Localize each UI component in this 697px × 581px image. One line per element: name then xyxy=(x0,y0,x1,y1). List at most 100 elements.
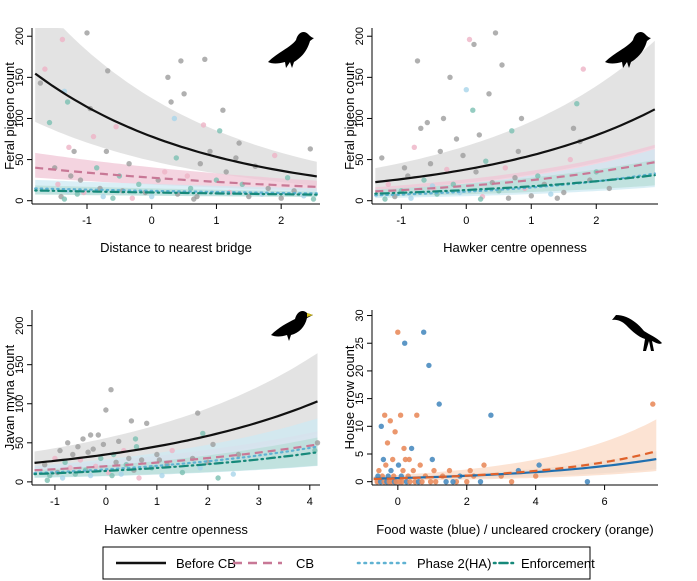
y-tick-label: 200 xyxy=(14,27,26,45)
data-point xyxy=(395,329,401,335)
data-point xyxy=(233,155,239,161)
data-point xyxy=(384,440,391,446)
data-point xyxy=(499,62,505,68)
data-point xyxy=(466,36,473,43)
data-point xyxy=(181,91,187,97)
data-point xyxy=(467,467,473,474)
data-point xyxy=(230,471,236,477)
data-point xyxy=(390,456,396,463)
data-point xyxy=(284,175,291,181)
data-point xyxy=(159,472,165,479)
data-point xyxy=(71,148,77,155)
data-point xyxy=(561,189,567,196)
data-point xyxy=(156,457,163,463)
data-point xyxy=(57,447,63,454)
data-point xyxy=(388,467,394,474)
data-point xyxy=(378,423,384,429)
data-point xyxy=(447,74,453,81)
x-tick-label: -1 xyxy=(396,215,406,227)
panel-1: 0 50 100 150 200 -1 0 1 2 Distance to nearest bri… xyxy=(2,27,320,255)
y-tick-label: 0 xyxy=(14,479,26,485)
data-point xyxy=(473,169,479,175)
data-point xyxy=(154,451,160,458)
x-axis-label: Food waste (blue) / uncleared crockery (… xyxy=(376,522,653,537)
data-point xyxy=(223,169,229,175)
data-point xyxy=(70,451,76,458)
y-tick-label: 100 xyxy=(354,109,366,127)
data-point xyxy=(406,456,412,463)
data-point xyxy=(235,451,242,458)
data-point xyxy=(55,181,61,187)
data-point xyxy=(59,475,66,481)
data-point xyxy=(379,155,385,161)
data-point xyxy=(110,195,116,201)
ci-band-1 xyxy=(35,152,317,191)
data-point xyxy=(210,441,216,448)
data-point xyxy=(470,107,476,113)
x-axis-label: Hawker centre openness xyxy=(443,240,587,255)
data-point xyxy=(400,467,406,474)
data-point xyxy=(464,479,470,485)
fit-line-1 xyxy=(373,450,657,481)
data-point xyxy=(401,445,407,452)
data-point xyxy=(402,456,409,463)
data-point xyxy=(236,140,242,146)
data-point xyxy=(460,152,466,159)
data-point xyxy=(536,462,542,468)
y-tick-label: 150 xyxy=(354,68,366,86)
data-point xyxy=(149,193,155,200)
fit-line-1 xyxy=(34,443,318,472)
data-point xyxy=(463,87,469,93)
ci-band-0 xyxy=(35,28,317,186)
data-point xyxy=(554,195,560,201)
data-point xyxy=(410,467,416,474)
data-point xyxy=(418,125,424,131)
fit-line-2 xyxy=(33,445,319,475)
data-point xyxy=(87,472,94,479)
data-point xyxy=(67,465,73,471)
data-point xyxy=(59,36,66,43)
pigeon-icon xyxy=(605,32,651,68)
data-point xyxy=(191,196,197,202)
data-point xyxy=(376,467,382,474)
data-point xyxy=(136,181,142,187)
data-point xyxy=(397,412,404,418)
data-point xyxy=(580,66,586,72)
data-point xyxy=(215,475,221,481)
data-point xyxy=(100,193,106,200)
data-point xyxy=(307,146,313,152)
data-point xyxy=(421,177,427,183)
y-axis-label: Javan myna count xyxy=(2,344,17,450)
x-tick-label: 2 xyxy=(205,496,211,508)
data-point xyxy=(437,148,443,155)
data-point xyxy=(64,99,71,105)
y-axis-label: Feral pigeon count xyxy=(2,62,17,170)
ci-band-0 xyxy=(375,40,655,190)
data-point xyxy=(46,119,53,126)
data-point xyxy=(184,173,190,179)
data-point xyxy=(200,122,207,128)
data-point xyxy=(132,436,139,442)
data-point xyxy=(113,124,119,130)
data-point xyxy=(207,148,213,155)
x-tick-label: -1 xyxy=(50,496,60,508)
data-point xyxy=(488,412,494,418)
data-point xyxy=(103,148,110,155)
data-point xyxy=(427,161,434,167)
y-tick-label: 15 xyxy=(354,392,366,404)
x-tick-label: 6 xyxy=(602,496,608,508)
data-point xyxy=(173,155,179,161)
data-point xyxy=(74,191,81,197)
data-point xyxy=(169,447,175,454)
data-point xyxy=(144,420,150,426)
data-point xyxy=(171,115,178,122)
data-point xyxy=(128,418,135,424)
x-tick-label: 3 xyxy=(256,496,262,508)
data-point xyxy=(385,181,391,187)
data-point xyxy=(512,175,518,181)
data-point xyxy=(508,479,515,485)
data-point xyxy=(138,457,145,463)
data-point xyxy=(417,462,423,468)
data-point xyxy=(446,467,453,474)
data-point xyxy=(66,144,72,150)
